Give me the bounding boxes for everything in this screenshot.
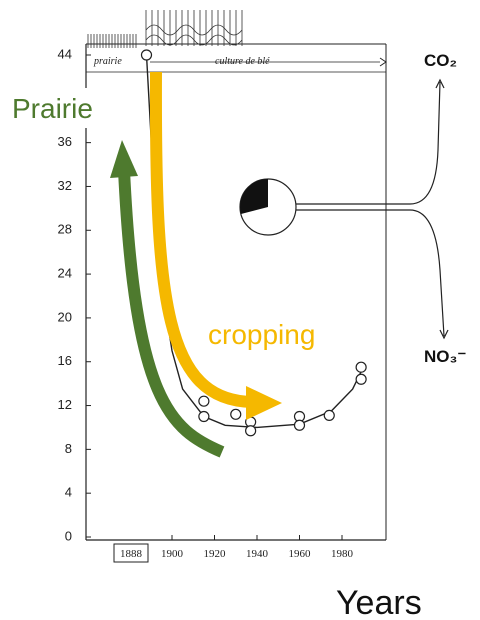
y-tick-label: 4: [65, 485, 72, 500]
y-tick-label: 12: [58, 397, 72, 412]
cropping-arrow: [149, 71, 253, 408]
y-tick-label: 20: [58, 309, 72, 324]
y-tick-label: 0: [65, 528, 72, 543]
y-tick-label: 36: [58, 134, 72, 149]
y-tick-label: 32: [58, 178, 72, 193]
point: [293, 419, 306, 431]
point: [355, 361, 367, 373]
x-tick-label: 1920: [204, 548, 227, 560]
arrowhead: [435, 78, 445, 89]
band-label: culture de blé: [215, 56, 270, 67]
x-tick-label: 1960: [289, 548, 312, 560]
curve: [145, 54, 364, 429]
point: [198, 395, 210, 407]
x-tick-label: 1888: [120, 548, 143, 560]
point: [198, 410, 210, 423]
plot: 0 4 8 12 16 20 24 28 32 36 44 1888 1900 1920 1940 1960 1…: [58, 46, 367, 560]
year-box: [113, 543, 149, 563]
point: [355, 373, 367, 385]
co2-label: CO₂: [424, 51, 457, 70]
no3-label: NO₃⁻: [424, 347, 466, 366]
pie-slice: [240, 179, 268, 214]
x-tick-label: 1940: [246, 548, 269, 560]
band-arrowhead: [379, 57, 387, 67]
point: [245, 425, 257, 437]
label-bg: [8, 88, 128, 128]
x-axis-label: Years: [336, 584, 422, 620]
point: [140, 49, 153, 61]
prairie-arrowhead: [110, 140, 138, 178]
cropping-label: cropping: [208, 319, 315, 350]
flux-no3: [296, 209, 445, 337]
prairie-arrow: [118, 169, 225, 458]
point: [230, 408, 242, 420]
y-tick-label: 8: [65, 441, 72, 456]
arrowhead: [439, 329, 449, 340]
hatch: [87, 10, 243, 48]
cropping-arrowhead: [246, 386, 282, 420]
x-tick-label: 1980: [331, 548, 354, 560]
flux-co2: [296, 81, 441, 205]
y-tick-label: 24: [58, 266, 72, 281]
prairie-label: Prairie: [12, 93, 93, 124]
y-tick-label: 28: [58, 222, 72, 237]
y-tick-label: 44: [58, 46, 72, 61]
x-tick-label: 1900: [161, 548, 184, 560]
y-tick-label: 16: [58, 353, 72, 368]
band-label: prairie: [93, 56, 122, 67]
point: [323, 409, 335, 422]
